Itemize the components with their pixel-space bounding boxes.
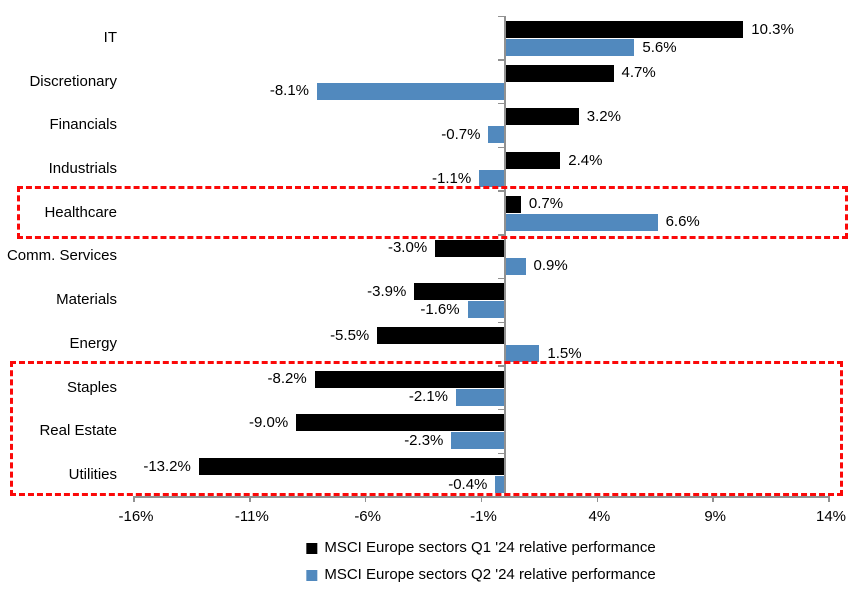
bar-q1-discretionary — [504, 64, 614, 82]
value-label-q1-it: 10.3% — [751, 20, 794, 38]
category-label-utilities: Utilities — [68, 466, 117, 484]
x-axis-tick-label-9%: 9% — [704, 508, 726, 525]
bar-q2-staples — [456, 388, 505, 406]
value-label-q2-it: 5.6% — [642, 38, 677, 56]
value-label-q2-comm-services: 0.9% — [533, 257, 568, 275]
category-label-staples: Staples — [66, 378, 117, 396]
bar-q1-comm-services — [435, 239, 505, 257]
x-axis-tick-label-4%: 4% — [588, 508, 611, 525]
bar-q1-healthcare — [504, 195, 521, 213]
bar-q1-materials — [414, 283, 505, 301]
value-label-q2-discretionary: -8.1% — [269, 82, 310, 100]
category-label-real-estate: Real Estate — [39, 422, 117, 440]
bar-q2-financials — [488, 126, 505, 144]
value-label-q2-financials: -0.7% — [441, 125, 481, 143]
y-axis-tick-8 — [497, 365, 504, 367]
bar-q2-industrials — [479, 170, 505, 188]
x-axis-tick-label--11%: -11% — [234, 508, 269, 525]
category-label-materials: Materials — [56, 291, 117, 309]
x-axis-tick-label-14%: 14% — [815, 508, 847, 525]
legend-swatch-q2-icon — [306, 569, 318, 581]
x-axis-tick--1% — [480, 496, 483, 502]
bar-q2-it — [504, 39, 635, 56]
x-axis-tick--16% — [133, 496, 135, 502]
value-label-q1-healthcare: 0.7% — [528, 195, 564, 213]
category-label-it: IT — [103, 28, 117, 46]
bar-q1-staples — [314, 370, 505, 388]
legend-item-q2: MSCI Europe sectors Q2 '24 relative perf… — [306, 565, 656, 585]
value-label-q2-materials: -1.6% — [420, 300, 460, 318]
y-axis-tick-3 — [497, 146, 504, 149]
y-axis-tick-6 — [497, 277, 504, 280]
bar-q1-financials — [504, 108, 579, 126]
category-label-discretionary: Discretionary — [29, 72, 117, 90]
category-label-industrials: Industrials — [48, 160, 117, 178]
legend-item-q1: MSCI Europe sectors Q1 '24 relative perf… — [306, 538, 656, 558]
bar-q2-healthcare — [504, 213, 658, 231]
x-axis-tick-4% — [596, 496, 599, 502]
legend-label-q2: MSCI Europe sectors Q2 '24 relative perf… — [324, 566, 656, 583]
value-label-q2-real-estate: -2.3% — [404, 431, 444, 449]
y-axis-tick-10 — [497, 452, 504, 455]
bar-q2-real-estate — [451, 432, 505, 450]
category-label-energy: Energy — [69, 334, 117, 352]
y-axis-tick-2 — [497, 102, 504, 105]
y-axis-tick-0 — [497, 15, 504, 17]
category-label-comm-services: Comm. Services — [6, 247, 117, 265]
bar-q1-it — [504, 21, 744, 38]
bar-q1-energy — [377, 327, 505, 345]
bar-q2-energy — [504, 345, 540, 363]
value-label-q2-industrials: -1.1% — [431, 169, 472, 187]
bar-q2-comm-services — [504, 257, 526, 275]
x-axis-tick-9% — [712, 496, 714, 502]
y-axis-tick-9 — [497, 408, 504, 411]
x-axis-tick-14% — [828, 496, 830, 502]
bar-q2-discretionary — [317, 82, 505, 100]
value-label-q1-discretionary: 4.7% — [621, 64, 656, 82]
value-label-q1-financials: 3.2% — [586, 107, 621, 125]
x-axis-tick--11% — [249, 496, 251, 502]
value-label-q1-real-estate: -9.0% — [248, 413, 289, 431]
y-axis-tick-1 — [497, 59, 504, 61]
highlight-box-healthcare — [17, 185, 848, 240]
category-label-financials: Financials — [49, 116, 117, 134]
x-axis-tick-label--6%: -6% — [354, 508, 381, 525]
value-label-q2-healthcare: 6.6% — [665, 213, 700, 231]
bar-q1-utilities — [198, 458, 505, 476]
value-label-q2-energy: 1.5% — [547, 344, 582, 362]
bar-q2-materials — [467, 301, 505, 319]
value-label-q1-utilities: -13.2% — [143, 457, 191, 475]
category-label-healthcare: Healthcare — [44, 203, 117, 221]
legend-label-q1: MSCI Europe sectors Q1 '24 relative perf… — [324, 539, 656, 556]
value-label-q1-materials: -3.9% — [367, 282, 407, 300]
y-axis-tick-4 — [497, 190, 504, 192]
y-axis-tick-7 — [497, 321, 504, 324]
legend-swatch-q1-icon — [306, 542, 318, 554]
value-label-q1-industrials: 2.4% — [568, 151, 603, 169]
bar-q2-utilities — [495, 476, 505, 494]
x-axis-tick--6% — [364, 496, 367, 502]
x-axis-tick-label--1%: -1% — [470, 508, 497, 525]
value-label-q1-comm-services: -3.0% — [387, 239, 428, 257]
bar-q1-real-estate — [296, 414, 505, 432]
value-label-q1-energy: -5.5% — [330, 326, 370, 344]
value-label-q2-utilities: -0.4% — [448, 475, 488, 493]
bar-q1-industrials — [504, 152, 561, 170]
y-axis-tick-5 — [497, 234, 504, 236]
x-axis-tick-label--16%: -16% — [118, 508, 154, 525]
value-label-q2-staples: -2.1% — [408, 388, 449, 406]
value-label-q1-staples: -8.2% — [267, 370, 307, 388]
y-axis-line — [503, 16, 506, 497]
